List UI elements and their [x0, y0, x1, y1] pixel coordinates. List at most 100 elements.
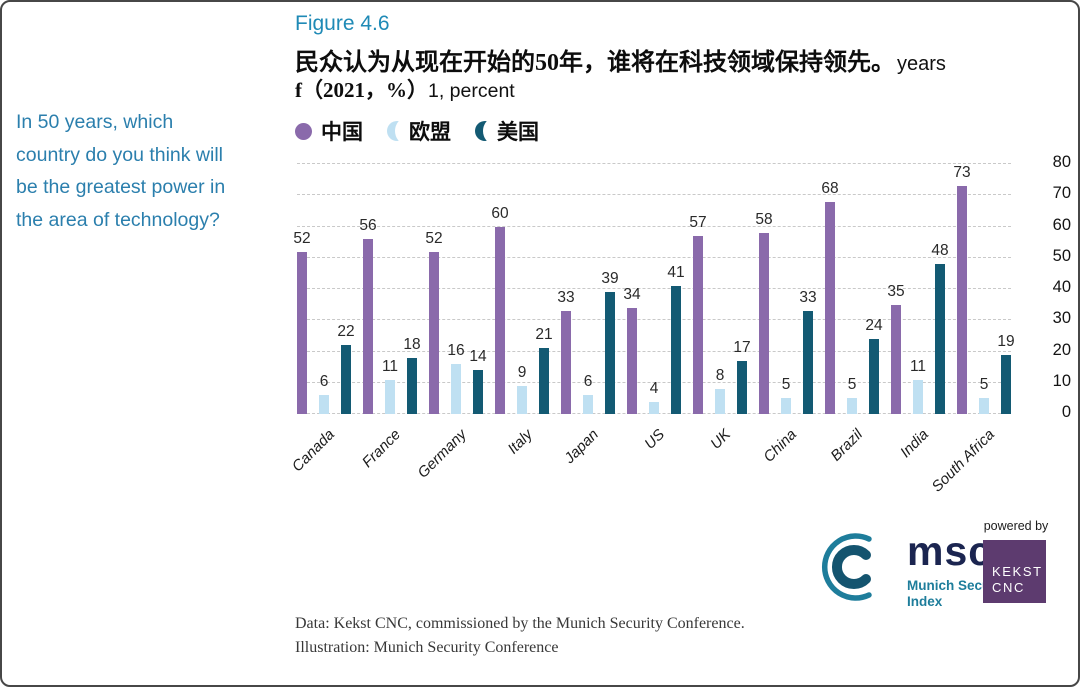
x-tick-label-india: India	[896, 426, 933, 462]
bar-canada-欧盟	[319, 395, 329, 414]
bar-uk-美国	[737, 360, 747, 414]
x-tick-label-us: US	[641, 426, 669, 453]
plot-area: 52 6 22 56 11 18 52 16 14 60 9 21 33 6 39 34 4 41 57 8 17 58 5…	[293, 163, 1015, 414]
legend-label-china: 中国	[321, 120, 363, 144]
bar-italy-欧盟	[517, 385, 527, 414]
kekst-logo: powered by KEKST CNC	[983, 519, 1049, 603]
source-note: Data: Kekst CNC, commissioned by the Mun…	[295, 612, 745, 659]
x-tick-label-italy: Italy	[504, 426, 537, 458]
x-tick-label-japan: Japan	[561, 426, 603, 467]
bar-uk-中国	[693, 235, 703, 414]
x-tick-label-uk: UK	[707, 426, 735, 453]
legend-circle-marker-icon	[295, 122, 312, 140]
bar-value-label: 14	[469, 348, 487, 366]
gridline-40	[297, 288, 1011, 289]
bar-value-label: 6	[319, 373, 329, 391]
bar-india-美国	[935, 264, 945, 414]
gridline-20	[297, 350, 1011, 352]
bar-italy-中国	[495, 226, 505, 414]
kekst-line1: KEKST	[992, 564, 1043, 579]
bar-value-label: 5	[847, 376, 857, 394]
legend-label-us: 美国	[497, 120, 539, 144]
bar-value-label: 6	[583, 373, 593, 391]
bar-france-美国	[407, 357, 417, 414]
gridline-10	[297, 381, 1011, 383]
sidebar-question: In 50 years, which country do you think …	[16, 106, 278, 236]
bar-south-africa-中国	[957, 185, 967, 414]
bar-brazil-美国	[869, 339, 879, 414]
kekst-box: KEKST CNC	[983, 540, 1046, 603]
y-tick-label-0: 0	[1061, 403, 1071, 421]
bar-value-label: 73	[953, 163, 971, 181]
bar-value-label: 48	[931, 242, 949, 259]
bar-value-label: 33	[799, 288, 817, 306]
bar-germany-美国	[473, 370, 483, 414]
msc-wordmark: msc	[907, 528, 993, 574]
bar-value-label: 52	[425, 229, 443, 247]
legend-label-eu: 欧盟	[409, 120, 451, 144]
bar-value-label: 57	[689, 213, 707, 231]
bar-china-中国	[759, 232, 769, 414]
gridline-80	[297, 163, 1011, 164]
bar-japan-美国	[605, 292, 615, 414]
gridline-60	[297, 225, 1011, 227]
msc-logo: msc Munich Security Index	[816, 523, 1011, 615]
bar-value-label: 18	[403, 335, 421, 353]
bar-china-欧盟	[781, 398, 791, 414]
legend-item-eu: 欧盟	[387, 116, 451, 146]
bar-chart: 52 6 22 56 11 18 52 16 14 60 9 21 33 6 39 34 4 41 57 8 17 58 5…	[289, 153, 1078, 499]
kekst-line2: CNC	[992, 579, 1025, 595]
y-tick-label-10: 10	[1052, 371, 1071, 390]
y-tick-label-30: 30	[1052, 309, 1071, 328]
bar-value-label: 60	[491, 204, 509, 222]
bar-brazil-欧盟	[847, 398, 857, 414]
bar-us-欧盟	[649, 401, 659, 414]
legend-crescent-marker-icon	[475, 121, 488, 141]
bar-south-africa-欧盟	[979, 398, 989, 414]
bar-value-label: 33	[557, 288, 575, 306]
bar-value-label: 35	[887, 282, 905, 300]
bar-value-label: 11	[909, 357, 927, 375]
x-tick-label-france: France	[358, 426, 405, 472]
source-line2: Illustration: Munich Security Conference	[295, 638, 559, 656]
figure-title-line2: f（2021，%）1, percent	[295, 74, 515, 104]
legend-crescent-marker-icon	[387, 121, 400, 141]
y-tick-label-60: 60	[1052, 215, 1071, 234]
gridline-30	[297, 319, 1011, 321]
x-tick-label-china: China	[760, 426, 801, 466]
legend-item-us: 美国	[475, 116, 539, 146]
sidebar-question-line: be the greatest power in	[16, 176, 226, 198]
figure-title-line1: 民众认为从现在开始的50年，谁将在科技领域保持领先。 years	[295, 42, 946, 77]
bar-us-中国	[627, 307, 637, 414]
bar-value-label: 11	[381, 357, 399, 375]
figure-title-line1-cn: 民众认为从现在开始的50年，谁将在科技领域保持领先。	[295, 50, 895, 76]
bar-value-label: 16	[447, 342, 465, 359]
bar-value-label: 41	[667, 263, 685, 281]
x-tick-label-canada: Canada	[288, 426, 339, 476]
bar-value-label: 58	[755, 210, 773, 228]
bar-canada-美国	[341, 345, 351, 414]
y-tick-label-20: 20	[1052, 340, 1071, 359]
bar-japan-欧盟	[583, 395, 593, 414]
x-tick-label-south-africa: South Africa	[928, 426, 999, 496]
msc-arcs-icon	[822, 533, 872, 601]
legend-item-china: 中国	[295, 116, 363, 146]
bar-india-中国	[891, 304, 901, 414]
sidebar-question-line: In 50 years, which	[16, 111, 174, 133]
bar-uk-欧盟	[715, 389, 725, 414]
x-tick-label-germany: Germany	[414, 426, 471, 482]
bar-india-欧盟	[913, 379, 923, 414]
y-tick-label-40: 40	[1052, 278, 1071, 296]
bar-japan-中国	[561, 310, 571, 414]
bar-value-label: 22	[337, 323, 355, 341]
bar-value-label: 5	[781, 376, 791, 394]
sidebar-question-line: country do you think will	[16, 143, 224, 166]
sidebar-question-line: the area of technology?	[16, 208, 220, 231]
bar-value-label: 24	[865, 317, 883, 334]
bar-value-label: 56	[359, 217, 377, 234]
figure-title-line2-cn: f（2021，%）	[295, 78, 428, 102]
x-tick-label-brazil: Brazil	[827, 426, 867, 465]
powered-by-label: powered by	[983, 519, 1049, 533]
bar-value-label: 4	[649, 379, 659, 397]
